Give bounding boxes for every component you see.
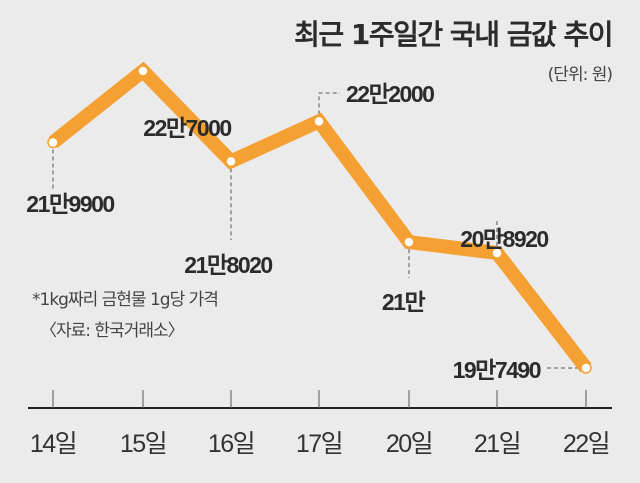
chart-title: 최근 1주일간 국내 금값 추이	[294, 18, 612, 51]
data-point	[313, 115, 325, 128]
data-label: 19만7490	[453, 357, 541, 383]
x-tick-label: 15일	[120, 430, 166, 458]
unit-label: (단위: 원)	[548, 65, 613, 85]
data-point	[225, 155, 237, 168]
x-tick-label: 20일	[386, 430, 432, 458]
x-tick-label: 17일	[296, 430, 342, 458]
data-label: 22만7000	[143, 115, 231, 141]
x-tick-label: 16일	[208, 430, 254, 458]
data-label: 20만8920	[460, 226, 548, 252]
x-tick-label: 22일	[563, 430, 609, 458]
data-point	[580, 362, 592, 374]
data-point	[491, 247, 503, 259]
note-line-1: *1kg짜리 금현물 1g당 가격	[32, 290, 218, 310]
data-label: 21만	[382, 289, 426, 315]
data-point	[47, 136, 59, 149]
data-point	[137, 65, 149, 77]
note-source: 〈자료: 한국거래소〉	[40, 321, 184, 341]
x-tick-label: 14일	[30, 430, 76, 458]
data-point	[403, 236, 415, 248]
leader-line	[318, 92, 340, 122]
data-label: 21만8020	[184, 252, 272, 278]
data-label: 21만9900	[26, 191, 114, 217]
data-label: 22만2000	[346, 81, 434, 107]
x-tick-label: 21일	[474, 430, 520, 458]
